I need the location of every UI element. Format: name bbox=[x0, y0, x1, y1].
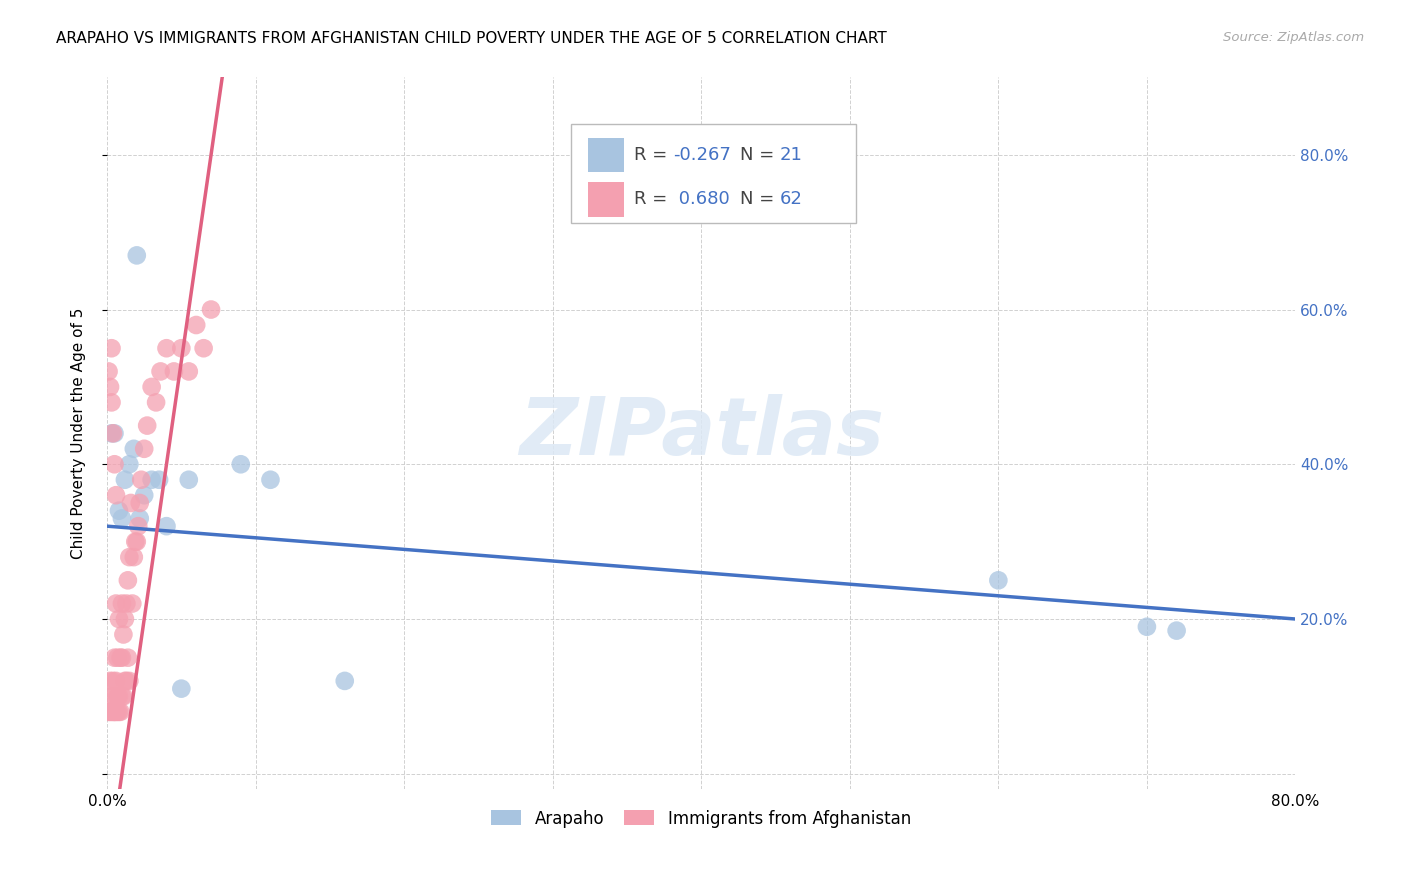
Point bbox=[115, 673, 138, 688]
FancyBboxPatch shape bbox=[588, 182, 624, 217]
Point bbox=[118, 673, 141, 688]
Point bbox=[103, 457, 125, 471]
Point bbox=[121, 597, 143, 611]
Point bbox=[107, 690, 129, 704]
Point bbox=[103, 426, 125, 441]
Point bbox=[200, 302, 222, 317]
Point bbox=[170, 341, 193, 355]
Point bbox=[136, 418, 159, 433]
Point bbox=[1136, 620, 1159, 634]
Point bbox=[104, 705, 127, 719]
Point bbox=[149, 364, 172, 378]
Point bbox=[104, 488, 127, 502]
Point bbox=[100, 395, 122, 409]
Point bbox=[163, 364, 186, 378]
Point bbox=[124, 534, 146, 549]
Text: ARAPAHO VS IMMIGRANTS FROM AFGHANISTAN CHILD POVERTY UNDER THE AGE OF 5 CORRELAT: ARAPAHO VS IMMIGRANTS FROM AFGHANISTAN C… bbox=[56, 31, 887, 46]
Point bbox=[100, 426, 122, 441]
Point bbox=[122, 550, 145, 565]
Point bbox=[103, 650, 125, 665]
Point bbox=[97, 364, 120, 378]
Point bbox=[177, 473, 200, 487]
Point bbox=[114, 673, 136, 688]
Point bbox=[101, 673, 124, 688]
Point bbox=[97, 705, 120, 719]
Point bbox=[100, 690, 122, 704]
Point bbox=[115, 597, 138, 611]
Point bbox=[122, 442, 145, 456]
Point bbox=[141, 473, 163, 487]
Text: -0.267: -0.267 bbox=[672, 146, 731, 164]
FancyBboxPatch shape bbox=[571, 124, 856, 223]
Point bbox=[108, 504, 131, 518]
Point bbox=[107, 650, 129, 665]
Point bbox=[118, 457, 141, 471]
Point bbox=[155, 519, 177, 533]
Point bbox=[118, 550, 141, 565]
Point bbox=[155, 341, 177, 355]
Point bbox=[129, 473, 152, 487]
Point bbox=[127, 519, 149, 533]
Text: N =: N = bbox=[741, 146, 780, 164]
Point bbox=[229, 457, 252, 471]
Point bbox=[103, 690, 125, 704]
Point bbox=[193, 341, 215, 355]
Text: R =: R = bbox=[634, 190, 672, 209]
Point bbox=[145, 395, 167, 409]
Point bbox=[111, 690, 134, 704]
Point bbox=[987, 574, 1010, 588]
Point bbox=[101, 705, 124, 719]
Point bbox=[98, 673, 121, 688]
Point bbox=[125, 534, 148, 549]
Point bbox=[112, 627, 135, 641]
Point bbox=[112, 690, 135, 704]
Text: ZIPatlas: ZIPatlas bbox=[519, 394, 884, 473]
Point bbox=[120, 496, 142, 510]
Point bbox=[108, 612, 131, 626]
Point bbox=[98, 705, 121, 719]
Point bbox=[125, 248, 148, 262]
Point bbox=[333, 673, 356, 688]
Point bbox=[128, 511, 150, 525]
Point bbox=[177, 364, 200, 378]
Point bbox=[114, 612, 136, 626]
Point bbox=[108, 705, 131, 719]
Text: N =: N = bbox=[741, 190, 780, 209]
Point bbox=[110, 705, 132, 719]
Point bbox=[108, 690, 131, 704]
Text: 0.680: 0.680 bbox=[672, 190, 730, 209]
Text: 62: 62 bbox=[780, 190, 803, 209]
Point bbox=[134, 442, 156, 456]
Point bbox=[100, 705, 122, 719]
Point bbox=[170, 681, 193, 696]
Text: 21: 21 bbox=[780, 146, 803, 164]
Point bbox=[111, 597, 134, 611]
Text: Source: ZipAtlas.com: Source: ZipAtlas.com bbox=[1223, 31, 1364, 45]
Point bbox=[101, 426, 124, 441]
FancyBboxPatch shape bbox=[588, 138, 624, 172]
Point bbox=[1166, 624, 1188, 638]
Point bbox=[104, 673, 127, 688]
Point bbox=[128, 496, 150, 510]
Point bbox=[134, 488, 156, 502]
Point bbox=[103, 705, 125, 719]
Point bbox=[117, 650, 139, 665]
Point bbox=[104, 597, 127, 611]
Point bbox=[148, 473, 170, 487]
Point bbox=[117, 574, 139, 588]
Y-axis label: Child Poverty Under the Age of 5: Child Poverty Under the Age of 5 bbox=[72, 308, 86, 559]
Text: R =: R = bbox=[634, 146, 672, 164]
Point bbox=[107, 705, 129, 719]
Point bbox=[100, 341, 122, 355]
Point bbox=[141, 380, 163, 394]
Point bbox=[111, 511, 134, 525]
Point bbox=[103, 705, 125, 719]
Legend: Arapaho, Immigrants from Afghanistan: Arapaho, Immigrants from Afghanistan bbox=[485, 803, 918, 834]
Point bbox=[110, 650, 132, 665]
Point bbox=[259, 473, 281, 487]
Point bbox=[98, 380, 121, 394]
Point bbox=[186, 318, 208, 332]
Point bbox=[114, 473, 136, 487]
Point bbox=[111, 650, 134, 665]
